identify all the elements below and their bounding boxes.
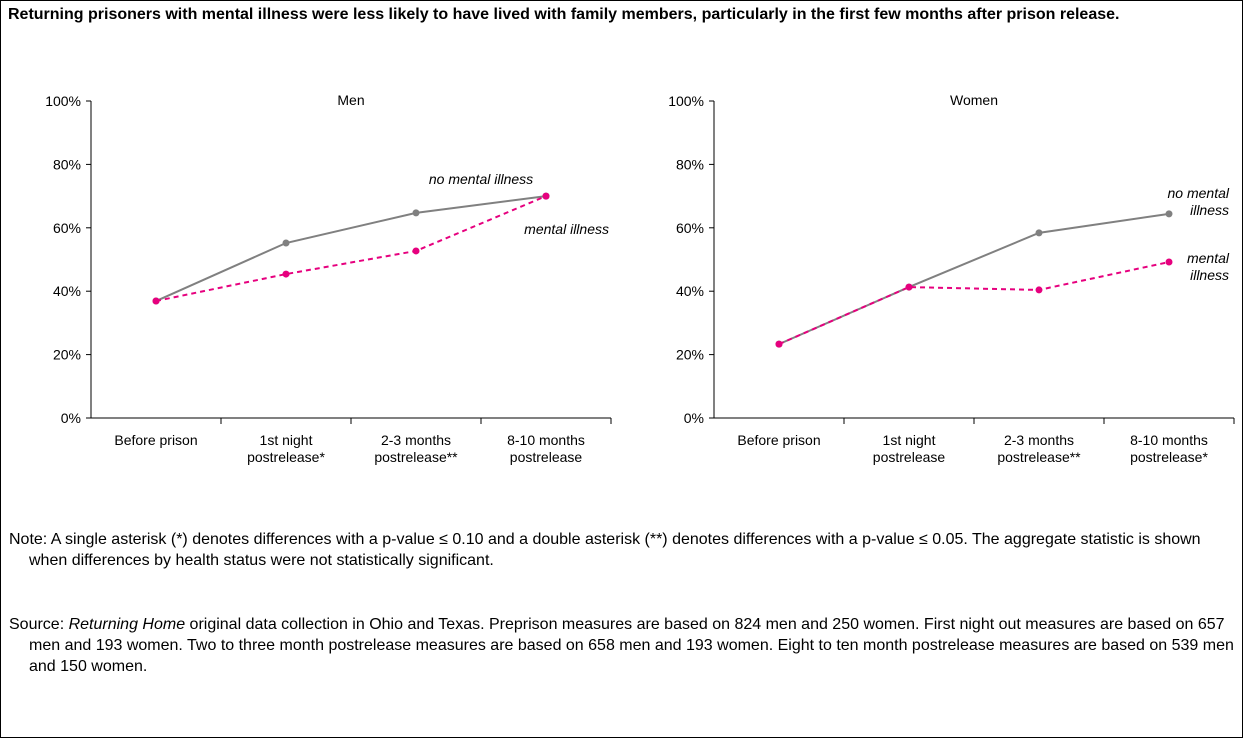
source-label: Source: — [9, 616, 69, 633]
source-title: Returning Home — [68, 616, 186, 633]
series-point — [412, 209, 420, 217]
series-point — [282, 239, 290, 247]
series-point — [1165, 258, 1173, 266]
y-tick-label: 20% — [676, 347, 704, 363]
figure-title: Returning prisoners with mental illness … — [8, 6, 1120, 23]
note: Note: A single asterisk (*) denotes diff… — [9, 531, 1201, 569]
y-tick-label: 60% — [53, 220, 81, 236]
series-point — [1035, 229, 1043, 237]
chart-title: Men — [337, 92, 364, 108]
y-tick-label: 100% — [668, 93, 704, 109]
series-line — [778, 212, 1170, 346]
y-tick-label: 40% — [53, 283, 81, 299]
x-tick-label: 8-10 months postrelease* — [1130, 432, 1208, 465]
x-tick-label: Before prison — [737, 432, 820, 448]
y-tick-label: 40% — [676, 283, 704, 299]
y-tick-label: 20% — [53, 347, 81, 363]
x-tick-label: 1st night postrelease — [873, 432, 946, 465]
series-label: mental illness — [524, 221, 609, 237]
series-line — [155, 195, 547, 303]
series-label: mental illness — [1187, 250, 1230, 283]
x-tick-label: 8-10 months postrelease — [507, 432, 585, 465]
y-tick-label: 100% — [45, 93, 81, 109]
y-tick-label: 60% — [676, 220, 704, 236]
x-tick-label: 1st night postrelease* — [247, 432, 325, 465]
series-point — [282, 270, 290, 278]
series-point — [1035, 286, 1043, 294]
x-tick-label: 2-3 months postrelease** — [374, 432, 458, 465]
y-tick-label: 0% — [684, 410, 704, 426]
source-text: original data collection in Ohio and Tex… — [29, 616, 1234, 675]
y-tick-label: 80% — [676, 156, 704, 172]
source: Source: Returning Home original data col… — [9, 614, 1234, 677]
series-label: no mental illness — [429, 171, 533, 187]
chart-title: Women — [950, 92, 998, 108]
y-tick-label: 0% — [61, 410, 81, 426]
series-point — [412, 247, 420, 255]
series-point — [775, 340, 783, 348]
y-tick-label: 80% — [53, 156, 81, 172]
x-tick-label: Before prison — [114, 432, 197, 448]
series-point — [905, 283, 913, 291]
x-tick-label: 2-3 months postrelease** — [997, 432, 1081, 465]
series-point — [542, 192, 550, 200]
series-point — [152, 297, 160, 305]
series-line — [155, 195, 547, 302]
series-point — [1165, 210, 1173, 218]
series-line — [778, 261, 1170, 346]
charts: Men 0% 20% 40% 60% 80% 100% Before prison 1st ni… — [45, 92, 1235, 465]
series-label: no mental illness — [1168, 185, 1230, 218]
